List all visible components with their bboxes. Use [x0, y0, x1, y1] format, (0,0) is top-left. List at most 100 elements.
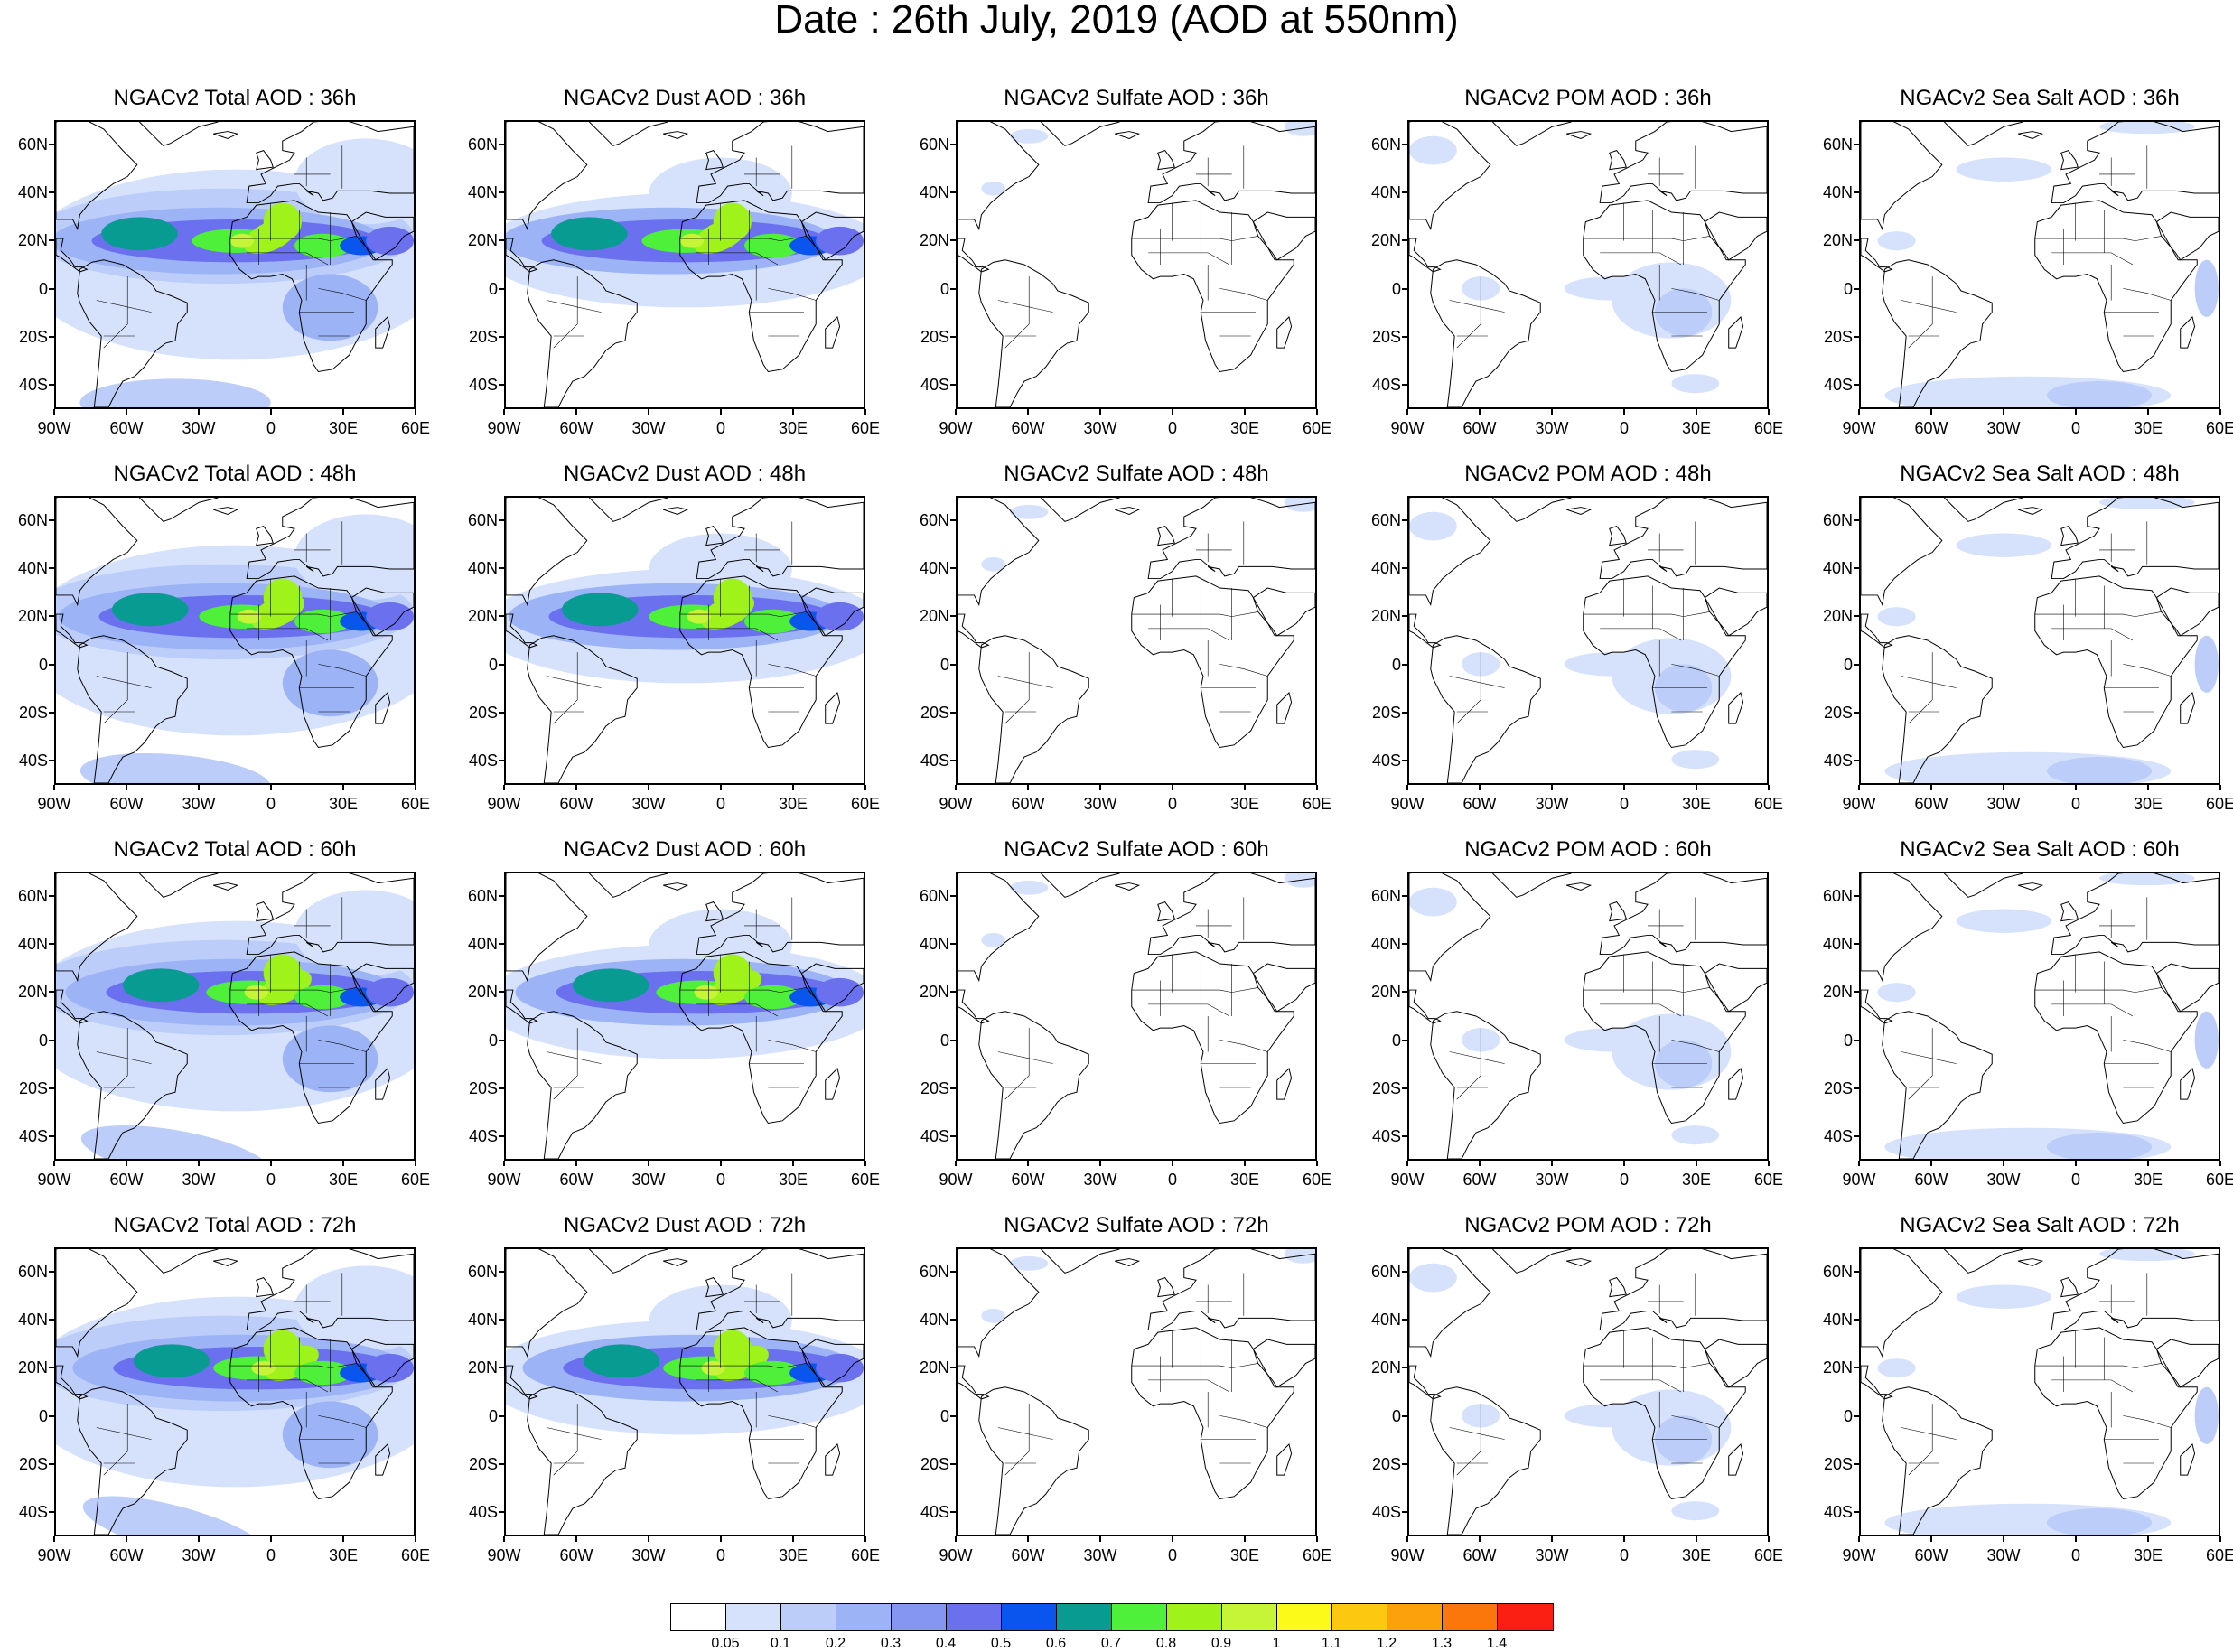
lon-tick-mark — [1099, 785, 1101, 790]
coastline-britain — [256, 526, 274, 546]
lon-tick-label: 0 — [715, 795, 725, 813]
lat-tick-label: 20S — [920, 1455, 949, 1473]
map-panel-total-3 — [54, 1247, 416, 1536]
aod-blob — [583, 1344, 660, 1378]
panel-title: NGACv2 POM AOD : 36h — [1464, 86, 1712, 110]
lon-tick-label: 90W — [1390, 419, 1425, 437]
lon-tick-mark — [1406, 1536, 1408, 1542]
aod-blob — [1877, 983, 1916, 1003]
country-border — [1456, 1404, 1481, 1476]
coastline-iceland — [213, 131, 239, 140]
lat-tick-label: 20S — [468, 704, 498, 722]
lat-tick-label: 40N — [919, 935, 949, 953]
aod-blob — [2099, 873, 2195, 886]
lon-tick-mark — [2003, 785, 2004, 790]
lon-tick-mark — [1099, 1161, 1101, 1166]
lat-tick-mark — [49, 143, 54, 145]
lat-tick-label: 0 — [939, 1031, 949, 1050]
lat-tick-mark — [1402, 615, 1407, 618]
lon-tick-label: 60W — [1011, 419, 1045, 437]
aod-blob — [713, 1330, 752, 1368]
coastline-southAmerica — [1430, 635, 1541, 783]
panel-title: NGACv2 POM AOD : 48h — [1464, 462, 1712, 486]
coastline-iceland — [1115, 1258, 1141, 1267]
country-border — [768, 1415, 817, 1428]
lat-tick-mark — [1402, 143, 1407, 145]
lat-tick-mark — [499, 239, 504, 242]
coastline-arabia — [1252, 963, 1315, 1013]
coastline-britain — [705, 526, 724, 546]
lon-tick-mark — [1027, 785, 1029, 790]
country-border — [1148, 628, 1230, 641]
aod-blob — [282, 649, 378, 717]
lon-tick-mark — [270, 1536, 272, 1542]
lat-tick-label: 20S — [920, 328, 949, 346]
lon-tick-mark — [2219, 409, 2221, 415]
map-panel-dust-0 — [504, 120, 865, 409]
lon-tick-mark — [198, 409, 200, 415]
lon-tick-label: 90W — [487, 1546, 521, 1564]
lat-tick-mark — [1854, 336, 1859, 338]
lon-tick-label: 30E — [1229, 1546, 1260, 1564]
coastline-centralAm — [506, 238, 538, 273]
coastline-africa — [1583, 1327, 1746, 1500]
aod-blob — [694, 985, 718, 1000]
coastline-arabia — [350, 963, 414, 1013]
lon-tick-label: 30W — [182, 419, 216, 437]
lat-tick-mark — [499, 384, 504, 387]
coastline-britain — [1609, 1277, 1627, 1298]
lat-tick-mark — [499, 336, 504, 338]
lat-tick-label: 0 — [38, 655, 48, 674]
lat-tick-mark — [950, 1319, 956, 1321]
lon-tick-label: 60E — [400, 1171, 431, 1189]
lon-tick-mark — [1930, 409, 1932, 415]
coastline-greenland — [1492, 122, 1572, 146]
lat-tick-mark — [1854, 1414, 1859, 1417]
country-border — [247, 252, 329, 266]
aod-blob — [1671, 750, 1720, 770]
lon-tick-mark — [1623, 409, 1625, 415]
lon-tick-label: 60E — [2205, 795, 2233, 813]
map-panel-seasalt-3 — [1859, 1247, 2220, 1536]
lon-tick-label: 60W — [1914, 1171, 1948, 1189]
lon-tick-label: 30W — [1986, 1546, 2021, 1564]
aod-blob — [294, 890, 414, 976]
lat-tick-label: 0 — [1843, 1406, 1853, 1425]
lat-tick-mark — [1854, 991, 1859, 994]
lon-tick-label: 30W — [1986, 1171, 2021, 1189]
lon-tick-label: 0 — [1619, 419, 1629, 437]
coastline-centralAm — [1409, 613, 1442, 649]
coastline-greenland — [1492, 873, 1572, 898]
lon-tick-mark — [2075, 1536, 2077, 1542]
lat-tick-mark — [499, 518, 504, 521]
lon-tick-label: 30E — [778, 795, 808, 813]
lon-tick-mark — [1099, 409, 1101, 415]
country-border — [103, 1404, 128, 1476]
lat-tick-label: 20S — [468, 1455, 498, 1473]
lat-tick-mark — [499, 567, 504, 569]
lat-tick-label: 20N — [1822, 231, 1853, 250]
lon-tick-mark — [1623, 1536, 1625, 1542]
lat-tick-label: 0 — [939, 1406, 949, 1425]
lat-tick-label: 60N — [919, 135, 949, 154]
coastline-centralAm — [1861, 613, 1893, 649]
colorbar-swatch — [1167, 1604, 1222, 1630]
lon-tick-mark — [198, 1536, 200, 1542]
coastline-centralAm — [506, 989, 538, 1024]
lon-tick-label: 30W — [1535, 1171, 1569, 1189]
lat-tick-mark — [950, 384, 956, 387]
coastline-europe — [2051, 498, 2219, 580]
lon-tick-label: 0 — [1167, 419, 1177, 437]
lon-tick-label: 30E — [1229, 795, 1260, 813]
lat-tick-label: 0 — [488, 1406, 498, 1425]
lat-tick-mark — [1402, 943, 1407, 945]
coastline-africa — [679, 1327, 843, 1500]
coastline-iceland — [213, 882, 239, 891]
coastline-africa — [229, 575, 393, 749]
lat-tick-mark — [499, 1367, 504, 1369]
country-border — [1583, 236, 1710, 241]
aod-blob — [1671, 374, 1720, 394]
country-border — [1004, 1028, 1030, 1100]
lat-tick-label: 40S — [1823, 1127, 1853, 1146]
lat-tick-label: 0 — [939, 279, 949, 298]
